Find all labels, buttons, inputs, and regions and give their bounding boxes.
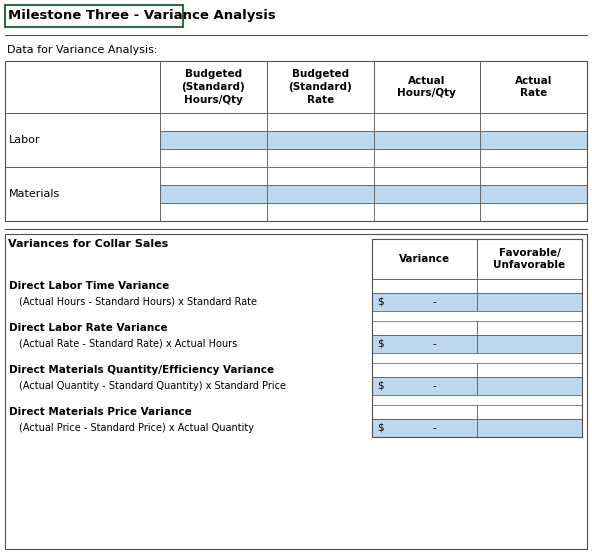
Bar bbox=[5, 5, 183, 27]
Bar bbox=[160, 113, 267, 131]
Bar bbox=[480, 113, 587, 131]
Bar bbox=[374, 149, 480, 167]
Text: Direct Labor Rate Variance: Direct Labor Rate Variance bbox=[9, 323, 168, 333]
Bar bbox=[372, 377, 477, 395]
Bar bbox=[477, 293, 582, 311]
Text: Direct Materials Quantity/Efficiency Variance: Direct Materials Quantity/Efficiency Var… bbox=[9, 365, 274, 375]
Text: (Actual Price - Standard Price) x Actual Quantity: (Actual Price - Standard Price) x Actual… bbox=[19, 423, 254, 433]
Bar bbox=[372, 335, 477, 353]
Bar bbox=[267, 167, 374, 185]
Text: Direct Materials Price Variance: Direct Materials Price Variance bbox=[9, 407, 192, 417]
Text: (Actual Quantity - Standard Quantity) x Standard Price: (Actual Quantity - Standard Quantity) x … bbox=[19, 381, 286, 391]
Bar bbox=[5, 167, 160, 221]
Bar bbox=[477, 363, 582, 377]
Text: Budgeted
(Standard)
Rate: Budgeted (Standard) Rate bbox=[288, 69, 352, 105]
Bar bbox=[5, 61, 160, 113]
Bar bbox=[372, 405, 477, 419]
Text: Actual
Hours/Qty: Actual Hours/Qty bbox=[397, 75, 456, 99]
Text: Actual
Rate: Actual Rate bbox=[515, 75, 552, 99]
Bar bbox=[477, 279, 582, 293]
Bar bbox=[372, 321, 477, 335]
Bar bbox=[372, 239, 477, 279]
Text: Data for Variance Analysis:: Data for Variance Analysis: bbox=[7, 45, 157, 55]
Text: Favorable/
Unfavorable: Favorable/ Unfavorable bbox=[494, 248, 565, 270]
Bar bbox=[477, 239, 582, 279]
Bar bbox=[372, 293, 477, 311]
Bar bbox=[477, 405, 582, 419]
Text: $: $ bbox=[377, 423, 384, 433]
Bar bbox=[160, 167, 267, 185]
Text: -: - bbox=[433, 297, 436, 307]
Text: -: - bbox=[433, 339, 436, 349]
Bar bbox=[374, 61, 480, 113]
Bar bbox=[160, 131, 267, 149]
Text: -: - bbox=[433, 381, 436, 391]
Bar bbox=[160, 185, 267, 203]
Bar bbox=[374, 167, 480, 185]
Bar bbox=[267, 131, 374, 149]
Text: Budgeted
(Standard)
Hours/Qty: Budgeted (Standard) Hours/Qty bbox=[182, 69, 245, 105]
Bar bbox=[374, 131, 480, 149]
Bar bbox=[480, 203, 587, 221]
Text: Direct Labor Time Variance: Direct Labor Time Variance bbox=[9, 281, 169, 291]
Text: Milestone Three - Variance Analysis: Milestone Three - Variance Analysis bbox=[8, 9, 276, 23]
Bar bbox=[480, 131, 587, 149]
Bar bbox=[372, 363, 477, 377]
Bar bbox=[480, 61, 587, 113]
Bar bbox=[480, 149, 587, 167]
Bar bbox=[477, 377, 582, 395]
Bar bbox=[480, 185, 587, 203]
Bar bbox=[267, 203, 374, 221]
Bar bbox=[374, 113, 480, 131]
Bar bbox=[372, 239, 582, 437]
Text: Variance: Variance bbox=[399, 254, 450, 264]
Bar bbox=[267, 185, 374, 203]
Text: $: $ bbox=[377, 297, 384, 307]
Bar bbox=[477, 335, 582, 353]
Text: (Actual Hours - Standard Hours) x Standard Rate: (Actual Hours - Standard Hours) x Standa… bbox=[19, 297, 257, 307]
Bar bbox=[372, 279, 477, 293]
Text: Variances for Collar Sales: Variances for Collar Sales bbox=[8, 239, 168, 249]
Bar bbox=[480, 167, 587, 185]
Bar bbox=[5, 113, 160, 167]
Bar bbox=[267, 113, 374, 131]
Bar bbox=[372, 419, 477, 437]
Bar bbox=[267, 61, 374, 113]
Bar bbox=[5, 234, 587, 549]
Bar bbox=[160, 203, 267, 221]
Bar bbox=[374, 185, 480, 203]
Text: $: $ bbox=[377, 381, 384, 391]
Text: $: $ bbox=[377, 339, 384, 349]
Bar bbox=[267, 149, 374, 167]
Text: Labor: Labor bbox=[9, 135, 40, 145]
Bar bbox=[160, 61, 267, 113]
Bar bbox=[374, 203, 480, 221]
Bar bbox=[477, 321, 582, 335]
Text: -: - bbox=[433, 423, 436, 433]
Bar bbox=[5, 61, 587, 221]
Text: (Actual Rate - Standard Rate) x Actual Hours: (Actual Rate - Standard Rate) x Actual H… bbox=[19, 339, 237, 349]
Text: Materials: Materials bbox=[9, 189, 60, 199]
Bar bbox=[477, 419, 582, 437]
Bar bbox=[160, 149, 267, 167]
